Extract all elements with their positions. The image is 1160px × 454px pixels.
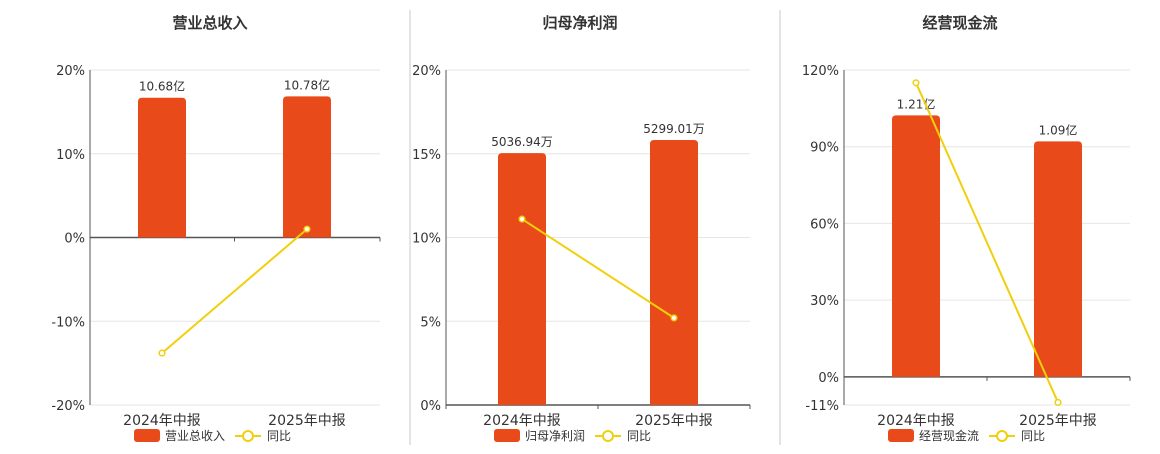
y-tick-label: 15% [412, 148, 441, 163]
yoy-point [670, 314, 678, 322]
legend-bar-swatch [134, 429, 160, 442]
chart-panel-1: 营业总收入 20% 10% 0% -10% -20% 10.68亿 2024年中报 10.78亿… [51, 10, 411, 445]
bar [650, 140, 698, 405]
legend-bar-swatch [494, 429, 520, 442]
bar-data-label: 5299.01万 [643, 122, 705, 136]
legend-line-marker [602, 430, 614, 442]
y-tick-label: -11% [805, 399, 839, 414]
bar-data-label: 10.78亿 [284, 77, 330, 92]
y-tick-label: 60% [810, 217, 839, 232]
legend-bar-label: 归母净利润 [525, 429, 585, 443]
yoy-point [1054, 398, 1062, 406]
yoy-point [158, 349, 166, 357]
yoy-line [161, 228, 308, 354]
chart-panel-3: 经营现金流 120% 90% 60% 30% 0% -11% 1.21亿 2024年中报 1.09… [802, 14, 1131, 443]
y-tick-label: 0% [420, 399, 441, 414]
x-tick-label: 2025年中报 [1019, 413, 1097, 429]
bar-data-label: 1.09亿 [1039, 122, 1078, 137]
y-tick-label: 20% [412, 64, 441, 79]
x-tick-label: 2024年中报 [483, 413, 561, 429]
bar-data-label: 10.68亿 [139, 79, 185, 94]
y-tick-label: 10% [56, 148, 85, 163]
chart-title: 营业总收入 [172, 14, 247, 32]
legend-line-marker [242, 430, 254, 442]
y-tick-label: -20% [51, 399, 85, 414]
legend-line-marker [996, 430, 1008, 442]
yoy-line [915, 82, 1059, 403]
bar [498, 153, 546, 405]
y-tick-label: 120% [802, 64, 839, 79]
bar [283, 96, 331, 238]
bar [892, 115, 940, 377]
yoy-point [303, 225, 311, 233]
bar-data-label: 5036.94万 [491, 135, 553, 149]
y-tick-label: 30% [810, 294, 839, 309]
y-tick-label: 10% [412, 232, 441, 247]
x-tick-label: 2024年中报 [877, 413, 955, 429]
yoy-point [518, 215, 526, 223]
bar [138, 97, 186, 238]
y-tick-label: 0% [818, 371, 839, 386]
y-tick-label: 0% [64, 232, 85, 247]
yoy-line [521, 218, 675, 319]
x-tick-label: 2025年中报 [635, 413, 713, 429]
y-tick-label: -10% [51, 315, 85, 330]
legend-bar-label: 营业总收入 [165, 429, 225, 443]
yoy-point [912, 79, 920, 87]
x-tick-label: 2024年中报 [123, 413, 201, 429]
x-tick-label: 2025年中报 [268, 413, 346, 429]
legend-line-label: 同比 [267, 429, 291, 443]
y-tick-label: 20% [56, 64, 85, 79]
legend-bar-swatch [888, 429, 914, 442]
chart-panel-2: 归母净利润 20% 15% 10% 5% 0% 5036.94万 2024年中报 5299.01… [412, 10, 781, 445]
chart-title: 归母净利润 [542, 14, 617, 32]
chart-title: 经营现金流 [922, 14, 997, 32]
y-tick-label: 5% [420, 315, 441, 330]
legend-line-label: 同比 [1021, 429, 1045, 443]
legend-line-label: 同比 [627, 429, 651, 443]
bar-data-label: 1.21亿 [897, 96, 936, 111]
bar [1034, 141, 1082, 377]
legend-bar-label: 经营现金流 [919, 428, 979, 443]
y-tick-label: 90% [810, 141, 839, 156]
